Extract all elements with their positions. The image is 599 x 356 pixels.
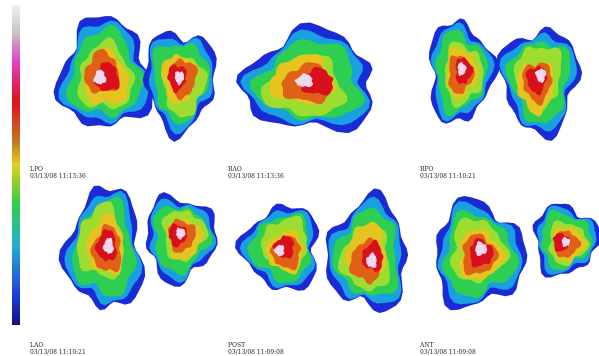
- timestamp: 03/13/08 11:10:21: [30, 349, 86, 356]
- view-label: RAO: [228, 166, 242, 173]
- timestamp: 03/13/08 11:09:08: [228, 349, 284, 356]
- scan-viewer: LPO03/13/08 11:13:36RAO03/13/08 11:13:36…: [0, 0, 599, 356]
- timestamp: 03/13/08 11:13:36: [228, 173, 284, 180]
- timestamp: 03/13/08 11:09:08: [420, 349, 476, 356]
- color-bar: [12, 5, 20, 325]
- view-label: LPO: [30, 166, 43, 173]
- timestamp: 03/13/08 11:13:36: [30, 173, 86, 180]
- scan-images: [54, 16, 599, 313]
- view-label: RPO: [420, 166, 434, 173]
- view-label: ANT: [419, 342, 434, 349]
- view-label: LAO: [30, 342, 43, 349]
- view-label: POST: [228, 342, 245, 349]
- timestamp: 03/13/08 11:10:21: [420, 173, 476, 180]
